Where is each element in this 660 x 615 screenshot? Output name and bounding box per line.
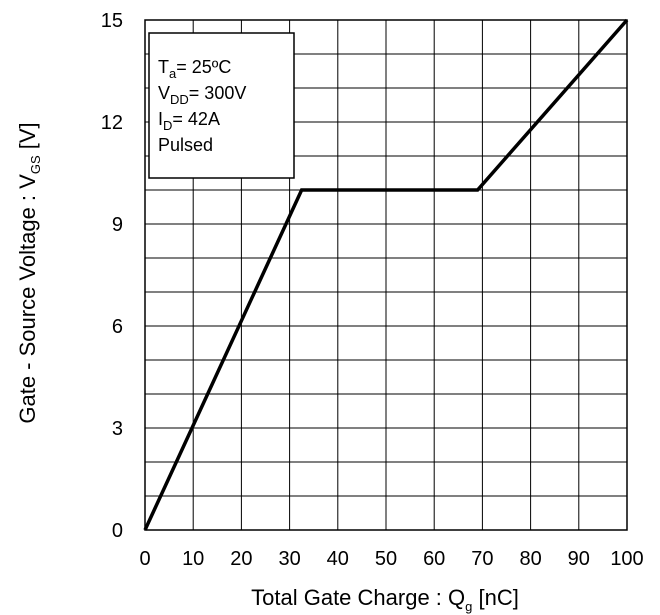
x-tick-label: 10 (182, 548, 204, 570)
y-axis-label: Gate - Source Voltage : VGS [V] (15, 122, 43, 423)
annotation-vdd: VDD= 300V (158, 83, 246, 107)
x-tick-label: 100 (610, 548, 643, 570)
y-tick-label: 12 (101, 112, 123, 134)
tick-labels: 0 10 20 30 40 50 60 70 80 90 100 0 3 6 9 12 15 (101, 10, 644, 570)
y-tick-label: 0 (112, 520, 123, 542)
ta-rest: = 25ºC (176, 57, 231, 77)
x-label-unit: [nC] (472, 585, 518, 610)
id-main: I (158, 109, 163, 129)
plot-frame (144, 19, 628, 531)
conditions-annotation: Ta= 25ºC VDD= 300V ID= 42A Pulsed (148, 32, 295, 179)
annotation-ta: Ta= 25ºC (158, 57, 231, 81)
x-tick-label: 50 (375, 548, 397, 570)
ta-sub: a (169, 66, 177, 81)
ta-main: T (158, 57, 169, 77)
y-tick-label: 3 (112, 418, 123, 440)
vdd-main: V (158, 83, 170, 103)
vdd-sub: DD (170, 92, 189, 107)
y-label-sub: GS (28, 155, 43, 174)
y-label-main: Gate - Source Voltage : V (15, 174, 40, 424)
y-tick-label: 9 (112, 214, 123, 236)
x-tick-label: 80 (519, 548, 541, 570)
x-tick-label: 70 (471, 548, 493, 570)
x-label-sub: g (465, 599, 472, 614)
series-line-vgs (143, 18, 629, 531)
grid (144, 19, 628, 531)
vdd-rest: = 300V (189, 83, 247, 103)
x-tick-label: 60 (423, 548, 445, 570)
y-tick-label: 6 (112, 316, 123, 338)
x-tick-label: 20 (230, 548, 252, 570)
x-label-main: Total Gate Charge : Q (251, 585, 465, 610)
x-tick-label: 0 (139, 548, 150, 570)
x-tick-label: 90 (568, 548, 590, 570)
x-axis-label: Total Gate Charge : Qg [nC] (251, 585, 519, 614)
annotation-mode: Pulsed (158, 135, 213, 155)
id-sub: D (163, 118, 172, 133)
y-label-unit: [V] (15, 122, 40, 155)
y-tick-label: 15 (101, 10, 123, 32)
x-tick-label: 40 (327, 548, 349, 570)
id-rest: = 42A (172, 109, 220, 129)
annotation-box (148, 32, 295, 179)
annotation-id: ID= 42A (158, 109, 220, 133)
x-tick-label: 30 (278, 548, 300, 570)
series-layer (143, 18, 629, 531)
